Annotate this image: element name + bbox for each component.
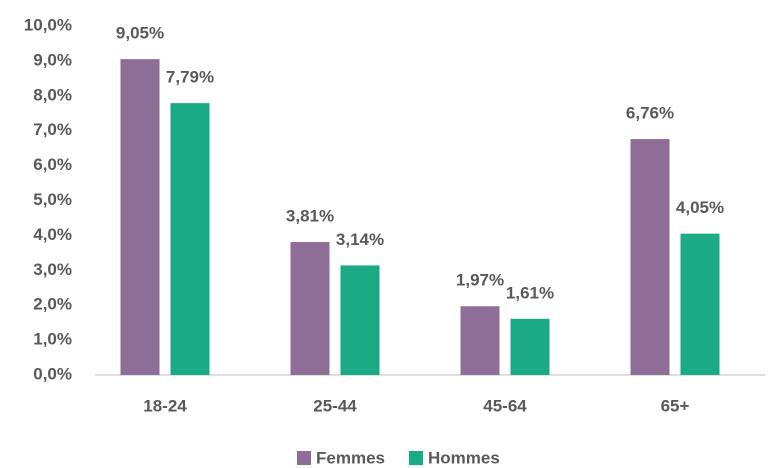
y-tick-label: 6,0% (33, 155, 72, 174)
y-tick-label: 5,0% (33, 190, 72, 209)
value-label: 4,05% (676, 198, 724, 217)
y-tick-label: 0,0% (33, 364, 72, 383)
legend-label: Hommes (428, 448, 500, 467)
x-tick-label: 18-24 (143, 396, 187, 415)
value-label: 1,61% (506, 283, 554, 302)
bar (510, 318, 550, 375)
value-label: 6,76% (626, 104, 674, 123)
value-label: 1,97% (456, 271, 504, 290)
bar (460, 306, 500, 375)
legend-label: Femmes (316, 448, 385, 467)
legend-swatch (408, 451, 423, 465)
bar (170, 103, 210, 375)
legend-swatch (297, 451, 311, 465)
x-tick-label: 45-64 (483, 396, 527, 415)
value-label: 7,79% (166, 68, 214, 87)
x-tick-label: 65+ (661, 396, 690, 415)
value-label: 3,14% (336, 230, 384, 249)
y-tick-label: 1,0% (33, 330, 72, 349)
value-label: 3,81% (286, 207, 334, 226)
y-tick-label: 9,0% (33, 50, 72, 69)
y-tick-label: 8,0% (33, 85, 72, 104)
y-tick-label: 7,0% (33, 120, 72, 139)
bar (680, 233, 720, 375)
x-tick-label: 25-44 (313, 396, 357, 415)
value-label: 9,05% (116, 24, 164, 43)
bar (630, 139, 670, 375)
bar (340, 265, 380, 375)
y-tick-label: 3,0% (33, 260, 72, 279)
y-tick-label: 10,0% (24, 15, 72, 34)
bar (120, 59, 160, 375)
y-tick-label: 2,0% (33, 295, 72, 314)
y-tick-label: 4,0% (33, 225, 72, 244)
bar (290, 242, 330, 375)
